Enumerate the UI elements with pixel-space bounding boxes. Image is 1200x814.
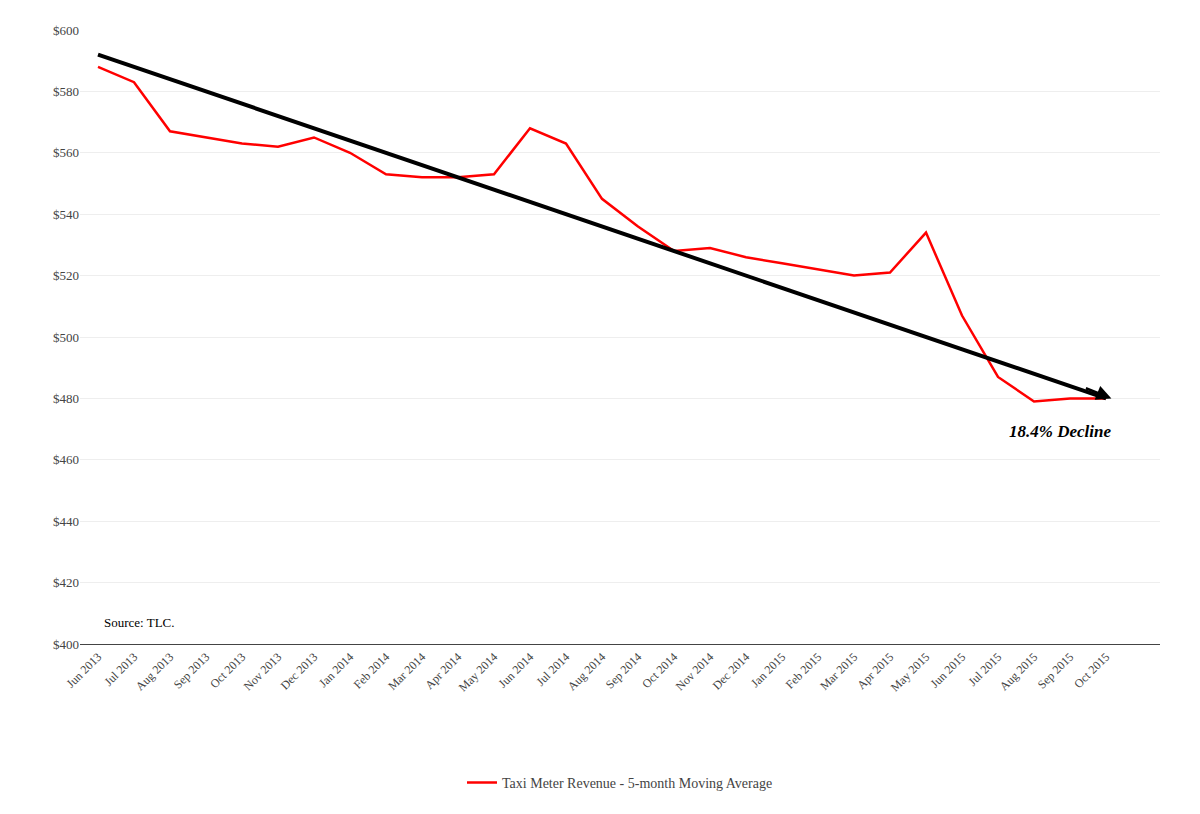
svg-text:Apr 2015: Apr 2015: [854, 650, 896, 692]
svg-text:$580: $580: [53, 84, 79, 99]
svg-text:Apr 2014: Apr 2014: [422, 650, 464, 692]
svg-text:Jan 2015: Jan 2015: [748, 650, 788, 690]
svg-text:18.4% Decline: 18.4% Decline: [1009, 422, 1111, 441]
svg-text:$480: $480: [53, 391, 79, 406]
svg-text:$540: $540: [53, 207, 79, 222]
svg-text:Dec 2014: Dec 2014: [710, 650, 753, 693]
svg-text:Feb 2015: Feb 2015: [783, 650, 825, 692]
svg-text:Jun 2014: Jun 2014: [496, 650, 537, 691]
svg-text:May 2015: May 2015: [888, 650, 933, 695]
svg-text:Oct 2014: Oct 2014: [639, 650, 680, 691]
svg-text:Mar 2014: Mar 2014: [385, 650, 428, 693]
svg-text:Oct 2015: Oct 2015: [1071, 650, 1112, 691]
svg-text:$560: $560: [53, 145, 79, 160]
svg-text:Nov 2014: Nov 2014: [673, 650, 717, 694]
svg-text:Jul 2015: Jul 2015: [965, 650, 1004, 689]
svg-text:Jan 2014: Jan 2014: [316, 650, 356, 690]
svg-text:Aug 2013: Aug 2013: [133, 650, 177, 694]
svg-text:Jul 2014: Jul 2014: [533, 650, 572, 689]
svg-text:Nov 2013: Nov 2013: [241, 650, 285, 694]
svg-text:Sep 2015: Sep 2015: [1035, 650, 1077, 692]
svg-text:Aug 2014: Aug 2014: [565, 650, 609, 694]
svg-text:$440: $440: [53, 514, 79, 529]
svg-text:Jul 2013: Jul 2013: [101, 650, 140, 689]
svg-text:Dec 2013: Dec 2013: [278, 650, 321, 693]
svg-text:$500: $500: [53, 330, 79, 345]
svg-text:$400: $400: [53, 637, 79, 652]
svg-text:Aug 2015: Aug 2015: [997, 650, 1041, 694]
svg-text:Source: TLC.: Source: TLC.: [104, 615, 175, 630]
svg-text:Mar 2015: Mar 2015: [817, 650, 860, 693]
svg-text:Sep 2014: Sep 2014: [603, 650, 645, 692]
svg-text:Sep 2013: Sep 2013: [171, 650, 213, 692]
svg-text:Jun 2015: Jun 2015: [928, 650, 969, 691]
svg-text:$460: $460: [53, 452, 79, 467]
svg-text:$600: $600: [53, 23, 79, 38]
svg-text:Taxi Meter Revenue - 5-month M: Taxi Meter Revenue - 5-month Moving Aver…: [502, 776, 772, 791]
svg-text:Jun 2013: Jun 2013: [64, 650, 105, 691]
svg-text:$420: $420: [53, 575, 79, 590]
svg-text:Feb 2014: Feb 2014: [351, 650, 393, 692]
svg-text:May 2014: May 2014: [456, 650, 501, 695]
svg-text:$520: $520: [53, 268, 79, 283]
svg-text:Oct 2013: Oct 2013: [207, 650, 248, 691]
